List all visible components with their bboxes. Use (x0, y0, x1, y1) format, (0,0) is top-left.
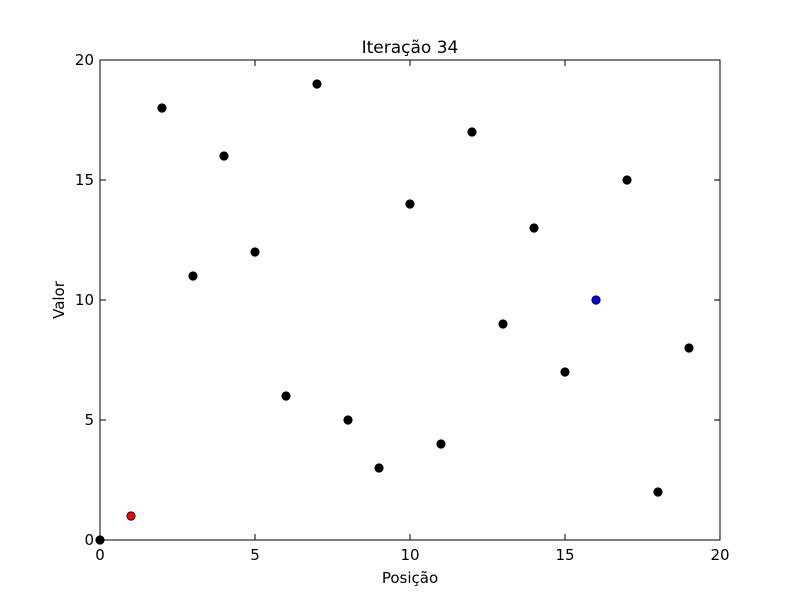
data-point (343, 415, 353, 425)
data-point (467, 127, 477, 137)
x-axis-label: Posição (382, 569, 438, 587)
data-point (219, 151, 229, 161)
data-point (622, 175, 632, 185)
chart-title: Iteração 34 (362, 38, 459, 58)
x-tick-label: 0 (95, 546, 105, 564)
data-point (188, 271, 198, 281)
data-points (95, 79, 694, 545)
y-tick-label: 10 (75, 291, 94, 309)
data-point (560, 367, 570, 377)
data-point (653, 487, 663, 497)
x-tick-label: 5 (250, 546, 260, 564)
x-tick-label: 15 (555, 546, 574, 564)
data-point (591, 295, 601, 305)
data-point (281, 391, 291, 401)
data-point (250, 247, 260, 257)
data-point (498, 319, 508, 329)
data-point (95, 535, 105, 545)
data-point (374, 463, 384, 473)
data-point (529, 223, 539, 233)
data-point (436, 439, 446, 449)
data-point (312, 79, 322, 89)
data-point (684, 343, 694, 353)
y-tick-label: 20 (75, 51, 94, 69)
data-point (126, 511, 136, 521)
y-axis-label: Valor (50, 280, 68, 319)
y-tick-label: 15 (75, 171, 94, 189)
y-tick-label: 5 (84, 411, 94, 429)
x-tick-label: 20 (710, 546, 729, 564)
x-tick-label: 10 (400, 546, 419, 564)
data-point (157, 103, 167, 113)
y-tick-label: 0 (84, 531, 94, 549)
axis-tick-labels: 0 5 10 15 20 0 5 10 15 20 (75, 51, 730, 564)
data-point (405, 199, 415, 209)
plot-area (99, 59, 721, 541)
